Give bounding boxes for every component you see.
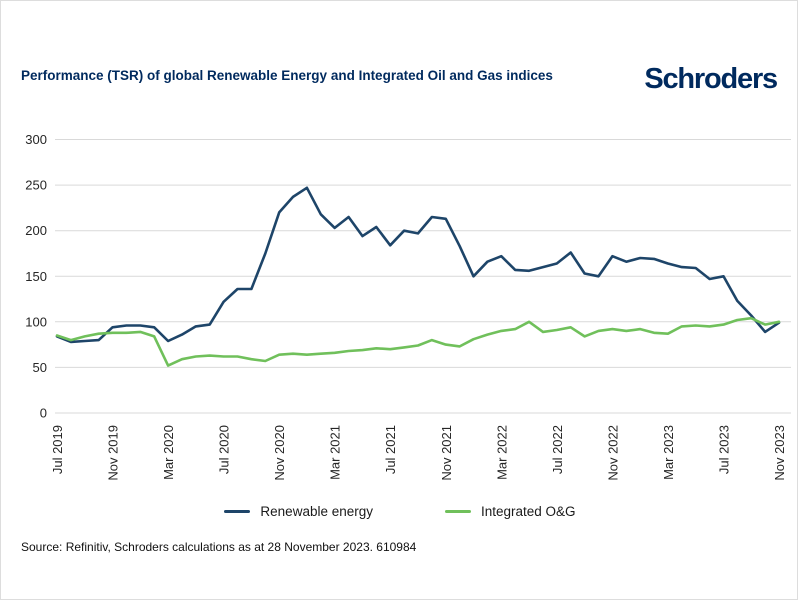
x-tick-label: Jul 2021: [383, 425, 398, 474]
x-tick-label: Nov 2023: [772, 425, 787, 481]
x-tick-label: Jul 2022: [550, 425, 565, 474]
y-tick-label: 200: [25, 223, 47, 238]
y-tick-label: 0: [40, 406, 47, 421]
renewable-energy-line-swatch: [224, 510, 251, 513]
x-tick-label: Mar 2023: [661, 425, 676, 480]
integrated-og-line-swatch: [445, 510, 471, 513]
legend-label: Renewable energy: [260, 504, 373, 519]
x-tick-label: Jul 2020: [217, 425, 232, 474]
x-tick-label: Jul 2023: [717, 425, 732, 474]
chart-legend: Renewable energy Integrated O&G: [1, 504, 797, 519]
x-tick-label: Nov 2022: [605, 425, 620, 481]
x-tick-label: Mar 2020: [161, 425, 176, 480]
series-line-renewable-energy: [55, 186, 781, 344]
y-tick-label: 300: [25, 132, 47, 147]
x-tick-label: Nov 2019: [106, 425, 121, 481]
x-tick-label: Nov 2021: [439, 425, 454, 481]
legend-item-integrated-og: Integrated O&G: [445, 504, 576, 519]
source-note: Source: Refinitiv, Schroders calculation…: [21, 540, 417, 554]
y-tick-label: 100: [25, 314, 47, 329]
y-tick-label: 250: [25, 178, 47, 193]
y-tick-label: 150: [25, 269, 47, 284]
series-line-integrated-o-g: [55, 316, 781, 367]
schroders-logo: Schroders: [644, 63, 778, 95]
legend-item-renewable-energy: Renewable energy: [224, 504, 373, 519]
x-tick-label: Mar 2021: [328, 425, 343, 480]
x-tick-label: Mar 2022: [494, 425, 509, 480]
x-tick-label: Nov 2020: [272, 425, 287, 481]
legend-label: Integrated O&G: [481, 504, 576, 519]
y-tick-label: 50: [33, 360, 47, 375]
chart-title: Performance (TSR) of global Renewable En…: [21, 68, 553, 83]
x-tick-label: Jul 2019: [50, 425, 65, 474]
